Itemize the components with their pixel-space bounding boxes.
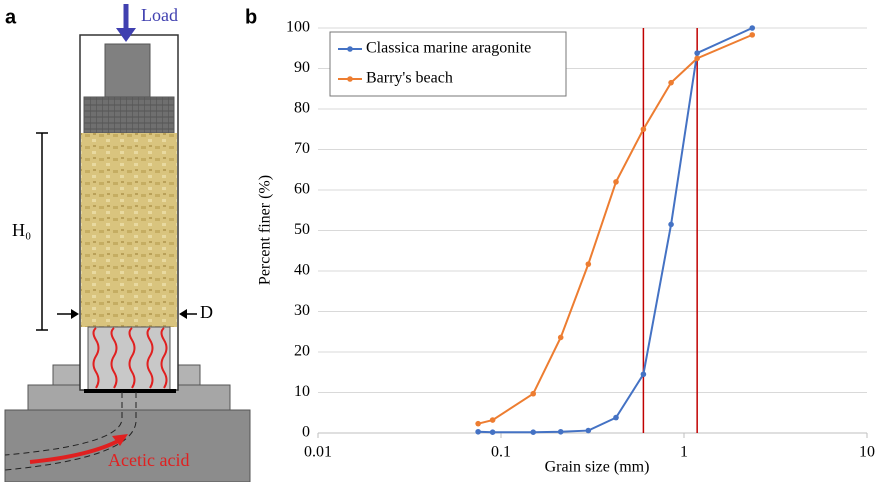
y-tick-label: 50 bbox=[294, 221, 310, 238]
y-tick-label: 60 bbox=[294, 181, 310, 198]
legend-swatch bbox=[347, 46, 353, 52]
data-point bbox=[489, 429, 496, 435]
panel-label: b bbox=[245, 6, 257, 28]
acid-label: Acetic acid bbox=[108, 450, 189, 470]
legend-swatch bbox=[347, 76, 353, 82]
series-line bbox=[477, 33, 753, 425]
y-tick-label: 40 bbox=[294, 262, 310, 279]
legend-label: Barry's beach bbox=[366, 70, 453, 87]
y-tick-label: 70 bbox=[294, 140, 310, 157]
data-point bbox=[613, 179, 619, 185]
data-point bbox=[640, 126, 647, 133]
data-point bbox=[557, 428, 564, 435]
data-point bbox=[694, 50, 700, 56]
height-label: H₀ bbox=[12, 220, 31, 240]
data-point bbox=[749, 25, 756, 31]
y-tick-label: 30 bbox=[294, 302, 310, 319]
y-tick-label: 20 bbox=[294, 343, 310, 360]
data-point bbox=[489, 417, 496, 423]
data-point bbox=[640, 371, 647, 378]
panel-label: a bbox=[5, 6, 17, 28]
legend-box bbox=[329, 31, 567, 97]
y-tick-label: 10 bbox=[294, 383, 310, 400]
data-point bbox=[585, 427, 592, 434]
data-point bbox=[475, 428, 481, 435]
x-tick-label: 10 bbox=[859, 444, 875, 461]
data-point bbox=[613, 414, 619, 421]
data-point bbox=[557, 334, 564, 341]
x-axis-label: Grain size (mm) bbox=[545, 459, 650, 476]
y-tick-label: 0 bbox=[302, 424, 310, 441]
data-point bbox=[668, 79, 674, 86]
data-point bbox=[530, 429, 537, 435]
legend-label: Classica marine aragonite bbox=[366, 40, 531, 57]
y-tick-label: 100 bbox=[286, 19, 310, 36]
x-tick-label: 1 bbox=[680, 444, 688, 461]
data-point bbox=[585, 261, 592, 267]
y-tick-label: 90 bbox=[294, 59, 310, 76]
data-point bbox=[749, 32, 756, 38]
data-point bbox=[668, 221, 674, 228]
x-tick-label: 0.1 bbox=[491, 444, 511, 461]
x-tick-label: 0.01 bbox=[304, 444, 332, 461]
y-tick-label: 80 bbox=[294, 100, 310, 117]
series-line bbox=[478, 27, 753, 434]
data-point bbox=[475, 420, 481, 427]
setup-diagram bbox=[4, 4, 251, 482]
diameter-label: D bbox=[200, 302, 213, 322]
data-point bbox=[530, 390, 537, 397]
load-label: Load bbox=[141, 5, 178, 25]
data-point bbox=[694, 55, 700, 62]
y-axis-label: Percent finer (%) bbox=[257, 175, 274, 285]
